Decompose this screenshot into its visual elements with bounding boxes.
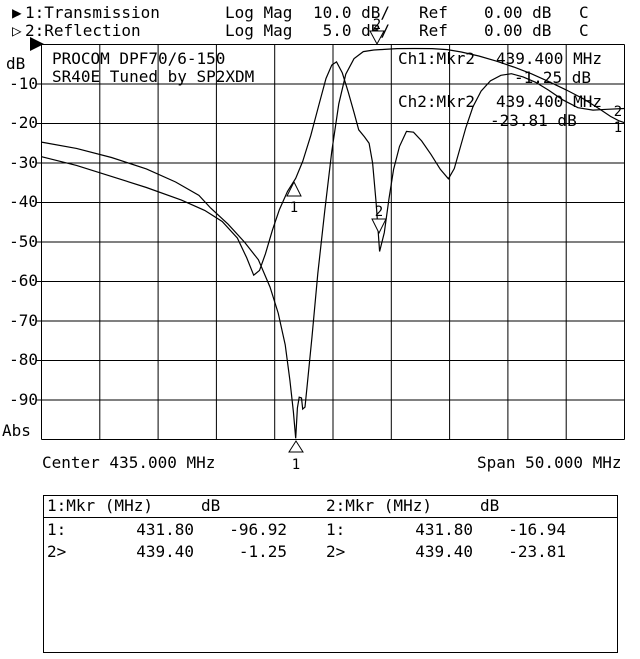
ch2-format: Log Mag: [225, 21, 293, 40]
table-header-divider: [322, 517, 617, 518]
marker-row-freq: 431.80: [136, 520, 194, 539]
trace-1: [41, 47, 625, 439]
ch2-marker-readout-freq: 439.400 MHz: [496, 92, 602, 111]
table-header-divider: [44, 517, 323, 518]
y-axis-unit: dB: [6, 54, 26, 73]
marker-row-label: 1:: [326, 520, 346, 539]
marker1-trace1-label: 1: [292, 457, 300, 473]
ch1-ref-value: 0.00 dB: [484, 3, 552, 22]
trace2-inactive-icon: ▷: [12, 21, 22, 40]
marker-table-ch2: 2:Mkr (MHz) dB 1: 431.80 -16.94 2> 439.4…: [322, 495, 618, 653]
ch1-cal-flag: C: [579, 3, 589, 22]
y-tick-label: -60: [9, 271, 38, 290]
marker-table-ch1-unit: dB: [201, 496, 221, 515]
marker-table-ch2-unit: dB: [480, 496, 500, 515]
ch1-marker-readout-label: Ch1:Mkr2: [398, 49, 476, 68]
marker1-trace1-icon: [288, 440, 304, 453]
marker-row-value: -23.81: [508, 542, 566, 561]
ch1-marker-readout-freq: 439.400 MHz: [496, 49, 602, 68]
y-axis-mode-label: Abs: [2, 421, 31, 440]
graticule-plot: 2 1 2 1 2 1: [30, 17, 625, 473]
ch1-label: 1:Transmission: [25, 3, 160, 22]
marker2-trace1-icon: [369, 30, 385, 46]
trace-2: [41, 61, 625, 277]
ch2-label: 2:Reflection: [25, 21, 141, 40]
marker-row-label: 2>: [326, 542, 346, 561]
marker-row-value: -16.94: [508, 520, 566, 539]
ch2-marker-readout-label: Ch2:Mkr2: [398, 92, 476, 111]
grid-lines: [41, 44, 625, 440]
trace2-end-label: 2: [614, 104, 622, 120]
ch1-format: Log Mag: [225, 3, 293, 22]
y-tick-label: -50: [9, 232, 38, 251]
trace1-end-label: 1: [614, 120, 622, 136]
y-tick-label: -70: [9, 311, 38, 330]
ch1-scale: 10.0 dB/: [312, 3, 390, 22]
marker-table-ch2-title: 2:Mkr (MHz): [326, 496, 432, 515]
marker-row-label: 1:: [47, 520, 67, 539]
marker-row-freq: 439.40: [415, 542, 473, 561]
marker-row-label: 2>: [47, 542, 67, 561]
y-tick-label: -40: [9, 192, 38, 211]
marker1-trace2-label: 1: [290, 200, 298, 216]
ch2-cal-flag: C: [579, 21, 589, 40]
marker2-trace1-label: 2: [373, 17, 381, 33]
y-tick-label: -10: [9, 74, 38, 93]
device-subtitle: SR40E Tuned by SP2XDM: [52, 67, 255, 86]
marker-table-ch1-title: 1:Mkr (MHz): [47, 496, 153, 515]
y-tick-label: -90: [9, 390, 38, 409]
marker2-trace2-label: 2: [375, 204, 383, 220]
marker1-trace2-icon: [286, 180, 302, 197]
y-tick-label: -80: [9, 350, 38, 369]
ch2-ref-label: Ref: [419, 21, 448, 40]
marker-row-freq: 431.80: [415, 520, 473, 539]
marker-row-value: -1.25: [238, 542, 287, 561]
x-axis-center-label: Center 435.000 MHz: [42, 453, 216, 472]
marker-row-value: -96.92: [229, 520, 287, 539]
active-trace-corner-icon: [30, 37, 44, 51]
ch1-ref-label: Ref: [419, 3, 448, 22]
x-axis-span-label: Span 50.000 MHz: [477, 453, 622, 472]
device-title: PROCOM DPF70/6-150: [52, 49, 226, 68]
y-tick-label: -20: [9, 113, 38, 132]
marker-row-freq: 439.40: [136, 542, 194, 561]
ch2-ref-value: 0.00 dB: [484, 21, 552, 40]
marker2-trace2-icon: [371, 218, 387, 235]
ch2-marker-readout-value: -23.81 dB: [490, 111, 577, 130]
ch1-marker-readout-value: -1.25 dB: [514, 68, 592, 87]
marker-table-ch1: 1:Mkr (MHz) dB 1: 431.80 -96.92 2> 439.4…: [43, 495, 324, 653]
trace1-active-icon: ▶: [12, 3, 22, 22]
y-tick-label: -30: [9, 153, 38, 172]
y-axis-ticks: [35, 83, 42, 401]
